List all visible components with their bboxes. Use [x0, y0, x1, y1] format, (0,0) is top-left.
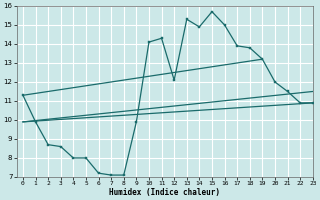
X-axis label: Humidex (Indice chaleur): Humidex (Indice chaleur) [109, 188, 220, 197]
